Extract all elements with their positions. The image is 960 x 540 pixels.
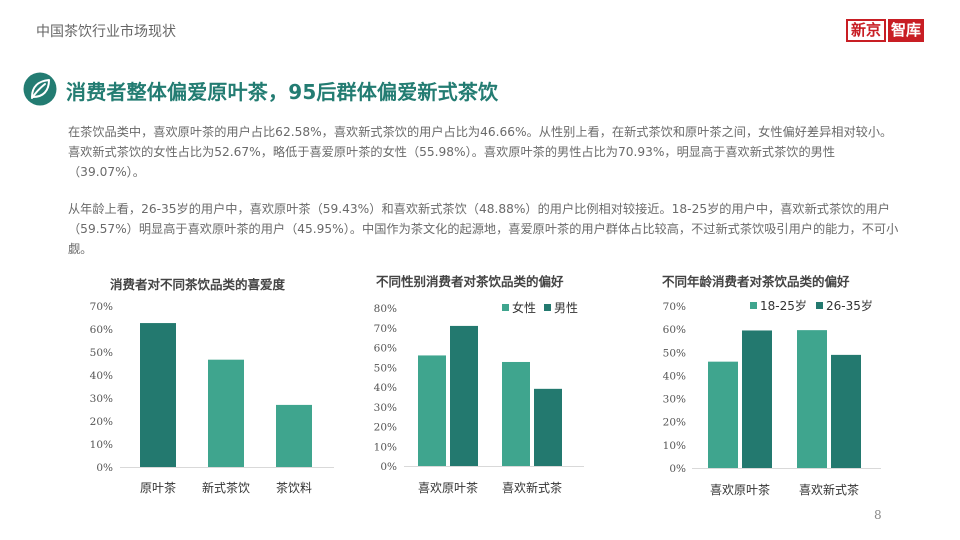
y-tick-label: 70% <box>374 323 397 335</box>
legend-swatch <box>544 304 551 311</box>
y-tick-label: 20% <box>90 416 113 428</box>
category-label: 原叶茶 <box>140 480 176 495</box>
legend-label: 男性 <box>554 301 578 315</box>
section-label: 中国茶饮行业市场现状 <box>36 24 176 40</box>
bar-value-新式茶饮 <box>208 359 244 467</box>
bar-男性-喜欢新式茶 <box>534 388 562 466</box>
category-label: 茶饮料 <box>276 480 312 495</box>
y-tick-label: 60% <box>90 324 113 336</box>
brand-logo: 新京 智库 <box>846 19 925 42</box>
legend-label: 18-25岁 <box>760 298 807 313</box>
bar-value-原叶茶 <box>140 323 176 467</box>
y-tick-label: 10% <box>663 440 686 452</box>
bar-value-茶饮料 <box>276 404 312 467</box>
y-tick-label: 30% <box>374 402 397 414</box>
y-tick-label: 80% <box>374 303 397 315</box>
y-tick-label: 0% <box>380 461 397 473</box>
y-tick-label: 70% <box>663 301 686 313</box>
logo-part-zhiku: 智库 <box>888 19 925 42</box>
chart3-title: 不同年龄消费者对茶饮品类的偏好 <box>662 274 850 289</box>
category-label: 喜欢原叶茶 <box>710 482 770 497</box>
bar-18-25岁-喜欢新式茶 <box>797 330 827 468</box>
y-tick-label: 50% <box>663 347 686 359</box>
page-headline: 消费者整体偏爱原叶茶，95后群体偏爱新式茶饮 <box>66 80 499 104</box>
y-tick-label: 40% <box>90 370 113 382</box>
bar-女性-喜欢原叶茶 <box>418 355 446 466</box>
legend-label: 女性 <box>512 300 536 315</box>
legend-swatch <box>750 302 757 309</box>
y-tick-label: 0% <box>96 462 113 474</box>
legend-label: 26-35岁 <box>826 298 873 313</box>
chart-preference-by-gender: 0% 10% 20% 30% 40% 50% 60% 70% 80% 喜欢原叶茶 喜欢新式茶 女性 男性 <box>374 300 584 495</box>
bar-女性-喜欢新式茶 <box>502 361 530 466</box>
y-tick-label: 30% <box>90 393 113 405</box>
paragraph-age: 从年龄上看，26-35岁的用户中，喜欢原叶茶（59.43%）和喜欢新式茶饮（48… <box>68 202 899 256</box>
bar-男性-喜欢原叶茶 <box>450 325 478 466</box>
bar-26-35岁-喜欢原叶茶 <box>742 330 772 468</box>
category-label: 新式茶饮 <box>202 480 250 495</box>
chart-preference-by-age: 0% 10% 20% 30% 40% 50% 60% 70% 喜欢原叶茶 喜欢新式茶 18-25岁 2… <box>663 298 881 497</box>
y-tick-label: 50% <box>90 347 113 359</box>
category-label: 喜欢新式茶 <box>502 480 562 495</box>
chart2-title: 不同性别消费者对茶饮品类的偏好 <box>376 274 564 289</box>
y-tick-label: 10% <box>90 439 113 451</box>
y-tick-label: 50% <box>374 362 397 374</box>
chart1-title: 消费者对不同茶饮品类的喜爱度 <box>110 277 286 292</box>
leaf-icon <box>23 72 57 106</box>
y-tick-label: 60% <box>663 324 686 336</box>
category-label: 喜欢原叶茶 <box>418 480 478 495</box>
y-tick-label: 0% <box>669 463 686 475</box>
legend-swatch <box>816 302 823 309</box>
y-tick-label: 20% <box>663 417 686 429</box>
bar-18-25岁-喜欢原叶茶 <box>708 361 738 468</box>
y-tick-label: 30% <box>663 394 686 406</box>
chart-preference-by-category: 0% 10% 20% 30% 40% 50% 60% 70% 原叶茶 新式茶饮 茶饮料 <box>90 301 334 495</box>
y-tick-label: 70% <box>90 301 113 313</box>
y-tick-label: 10% <box>374 441 397 453</box>
logo-part-xinjing: 新京 <box>846 19 887 42</box>
y-tick-label: 40% <box>663 370 686 382</box>
y-tick-label: 60% <box>374 343 397 355</box>
paragraph-overview: 在茶饮品类中，喜欢原叶茶的用户占比62.58%，喜欢新式茶饮的用户占比为46.6… <box>68 125 893 179</box>
bar-26-35岁-喜欢新式茶 <box>831 354 861 468</box>
y-tick-label: 40% <box>374 382 397 394</box>
y-tick-label: 20% <box>374 422 397 434</box>
category-label: 喜欢新式茶 <box>799 482 859 497</box>
legend-swatch <box>502 304 509 311</box>
page-number: 8 <box>874 508 882 522</box>
